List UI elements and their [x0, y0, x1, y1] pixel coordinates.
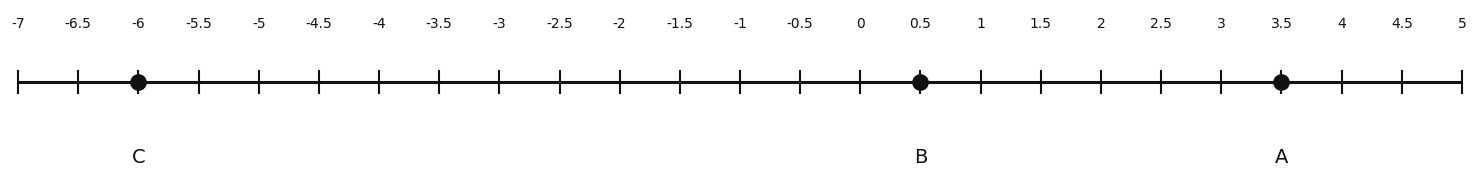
- Text: A: A: [1274, 148, 1288, 167]
- Text: 0: 0: [855, 17, 864, 31]
- Text: -7: -7: [12, 17, 25, 31]
- Text: -3: -3: [493, 17, 506, 31]
- Text: 4: 4: [1338, 17, 1345, 31]
- Text: 2.5: 2.5: [1150, 17, 1172, 31]
- Text: -1.5: -1.5: [666, 17, 693, 31]
- Text: -5.5: -5.5: [185, 17, 212, 31]
- Text: 0.5: 0.5: [910, 17, 931, 31]
- Text: B: B: [913, 148, 926, 167]
- Text: 2: 2: [1097, 17, 1106, 31]
- Text: -2.5: -2.5: [546, 17, 573, 31]
- Text: -5: -5: [252, 17, 265, 31]
- Text: -3.5: -3.5: [426, 17, 453, 31]
- Text: C: C: [132, 148, 145, 167]
- Text: 1.5: 1.5: [1030, 17, 1052, 31]
- Text: 3: 3: [1217, 17, 1225, 31]
- Text: 4.5: 4.5: [1391, 17, 1413, 31]
- Text: -4: -4: [371, 17, 386, 31]
- Text: -4.5: -4.5: [305, 17, 332, 31]
- Text: -6.5: -6.5: [65, 17, 92, 31]
- Text: -0.5: -0.5: [787, 17, 814, 31]
- Text: 1: 1: [977, 17, 986, 31]
- Text: 5: 5: [1458, 17, 1467, 31]
- Text: 3.5: 3.5: [1270, 17, 1292, 31]
- Text: -6: -6: [132, 17, 145, 31]
- Text: -2: -2: [613, 17, 626, 31]
- Text: -1: -1: [733, 17, 747, 31]
